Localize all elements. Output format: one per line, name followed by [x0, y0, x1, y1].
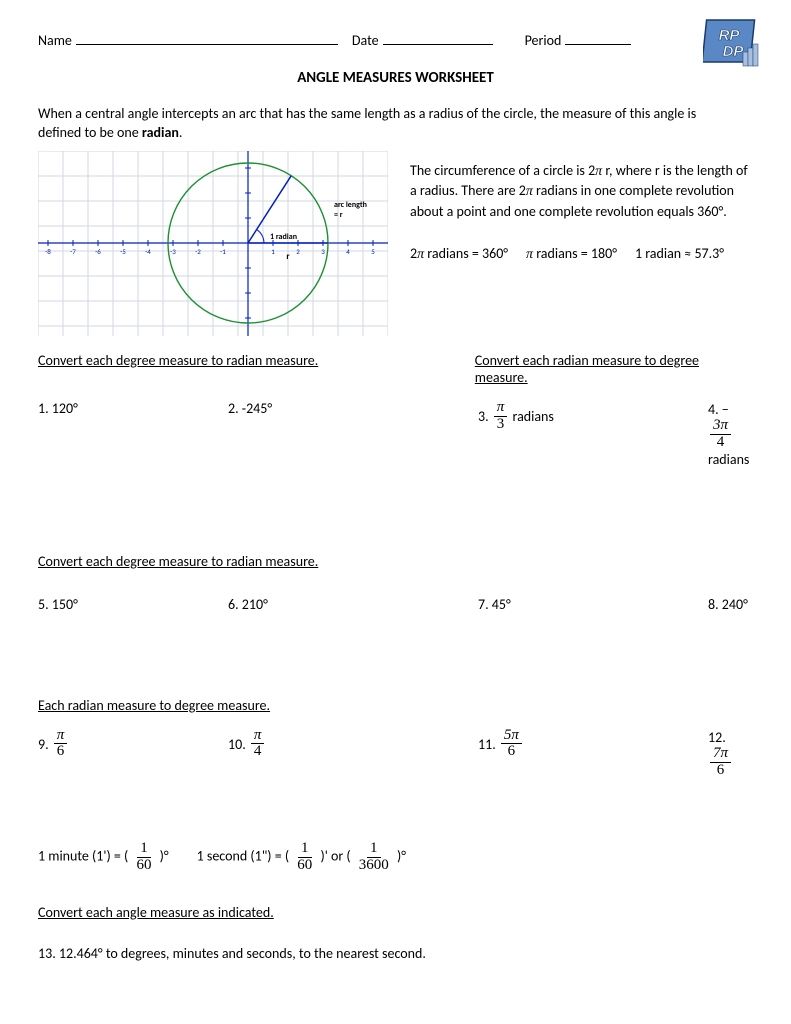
sec1-head-left: Convert each degree measure to radian me…	[38, 352, 475, 386]
problem-8: 8. 240°	[708, 596, 753, 613]
eq2: π radians = 180°	[526, 244, 617, 265]
intro-text: When a central angle intercepts an arc t…	[38, 105, 753, 143]
side-text: The circumference of a circle is 2π r, w…	[410, 151, 753, 264]
logo-text-bottom: DP	[723, 43, 745, 60]
svg-text:3: 3	[321, 247, 325, 256]
svg-text:= r: = r	[334, 210, 343, 220]
period-blank[interactable]	[565, 44, 631, 45]
svg-text:-7: -7	[70, 247, 76, 256]
date-blank[interactable]	[383, 44, 493, 45]
svg-text:arc length: arc length	[334, 200, 367, 210]
problem-12: 12. 7π6	[708, 728, 753, 779]
intro-line1: When a central angle intercepts an arc t…	[38, 105, 696, 122]
minute-second-defs: 1 minute (1') = ( 160 )° 1 second (1") =…	[38, 841, 753, 874]
radian-diagram: -8 -7 -6 -5 -4 -3 -2 -1 1 2 3 4 5 arc length= r 1 radi…	[38, 151, 388, 336]
intro-line2-suf: .	[179, 124, 183, 141]
problems-1-4: 1. 120° 2. -245° 3. π3 radians 4. − 3π4 …	[38, 400, 753, 469]
problem-13: 13. 12.464° to degrees, minutes and seco…	[38, 945, 753, 962]
minute-def: 1 minute (1') = ( 160 )°	[38, 841, 169, 874]
problem-10: 10. π4	[228, 728, 478, 779]
intro-bold: radian	[142, 124, 179, 141]
side-p1a: The circumference of a circle is 2	[410, 162, 595, 179]
svg-text:-4: -4	[145, 247, 151, 256]
problem-3: 3. π3 radians	[478, 400, 708, 469]
problem-9: 9. π6	[38, 728, 228, 779]
svg-text:r: r	[286, 251, 290, 262]
svg-text:-3: -3	[170, 247, 176, 256]
problems-5-8: 5. 150° 6. 210° 7. 45° 8. 240°	[38, 596, 753, 613]
logo-text-top: RP	[719, 27, 741, 44]
svg-text:-5: -5	[120, 247, 126, 256]
date-label: Date	[352, 32, 379, 49]
svg-text:-1: -1	[220, 247, 226, 256]
svg-text:1 radian: 1 radian	[270, 232, 297, 242]
problem-6: 6. 210°	[228, 596, 478, 613]
section1-heads: Convert each degree measure to radian me…	[38, 352, 753, 386]
eq3: 1 radian ≈ 57.3°	[635, 244, 724, 265]
svg-text:1: 1	[271, 247, 275, 256]
svg-text:2: 2	[296, 247, 300, 256]
worksheet-title: ANGLE MEASURES WORKSHEET	[38, 69, 753, 87]
sec1-head-right: Convert each radian measure to degree me…	[475, 352, 753, 386]
svg-text:-6: -6	[95, 247, 101, 256]
logo: RP DP	[703, 16, 759, 72]
name-blank[interactable]	[76, 44, 338, 45]
svg-text:5: 5	[371, 247, 375, 256]
intro-line2-pre: defined to be one	[38, 124, 142, 141]
problem-7: 7. 45°	[478, 596, 708, 613]
problems-9-12: 9. π6 10. π4 11. 5π6 12. 7π6	[38, 728, 753, 779]
problem-2: 2. -245°	[228, 400, 478, 469]
sec4-head: Convert each angle measure as indicated.	[38, 904, 753, 921]
problem-5: 5. 150°	[38, 596, 228, 613]
problem-4: 4. − 3π4 radians	[708, 400, 753, 469]
svg-text:-2: -2	[195, 247, 201, 256]
header: Name Date Period	[38, 32, 753, 49]
second-def: 1 second (1") = ( 160 )' or ( 13600 )°	[197, 841, 406, 874]
svg-text:-8: -8	[45, 247, 51, 256]
svg-text:4: 4	[346, 247, 350, 256]
problem-11: 11. 5π6	[478, 728, 708, 779]
sec3-head: Each radian measure to degree measure.	[38, 697, 753, 714]
name-label: Name	[38, 32, 72, 49]
eq1: 2π radians = 360°	[410, 244, 508, 265]
sec2-head: Convert each degree measure to radian me…	[38, 553, 753, 570]
period-label: Period	[525, 32, 562, 49]
problem-1: 1. 120°	[38, 400, 228, 469]
